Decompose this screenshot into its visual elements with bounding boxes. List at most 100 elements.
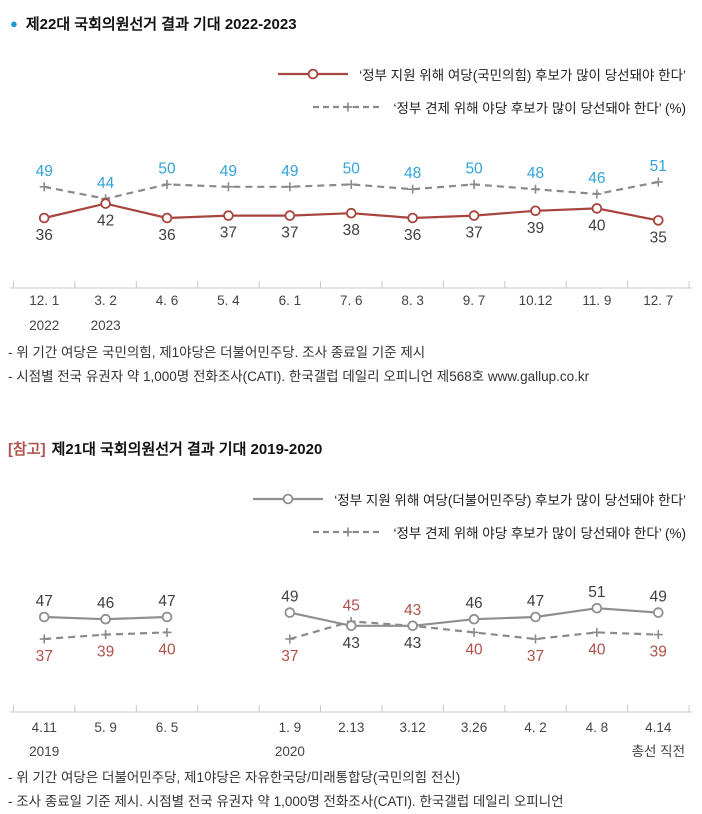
value-label: 39 — [650, 644, 667, 661]
value-label: 48 — [404, 165, 421, 182]
reference-tag: [참고] — [8, 441, 46, 458]
value-label: 49 — [36, 163, 53, 180]
value-label: 35 — [650, 229, 667, 246]
value-label: 38 — [343, 222, 360, 239]
value-label: 40 — [588, 217, 606, 234]
data-point-circle-marker — [282, 493, 294, 505]
value-label: 50 — [343, 160, 361, 177]
value-label: 42 — [97, 213, 114, 230]
legend-label: ‘정부 견제 위해 야당 후보가 많이 당선돼야 한다’ (%) — [393, 101, 686, 116]
section2-title-main: 제21대 국회의원선거 결과 기대 2019-2020 — [51, 441, 323, 458]
x-axis-label: 4. 8 — [586, 720, 609, 735]
legend-label: ‘정부 지원 위해 여당(국민의힘) 후보가 많이 당선돼야 한다’ — [359, 68, 686, 83]
value-label: 40 — [588, 641, 606, 658]
x-axis-label: 5. 9 — [94, 720, 117, 735]
x-axis-label: 4. 6 — [156, 293, 179, 308]
x-axis-label: 12. 7 — [643, 293, 673, 308]
legend-item-ruling-party: ‘정부 지원 위해 여당(국민의힘) 후보가 많이 당선돼야 한다’ — [276, 64, 686, 84]
section1-title-text: 제22대 국회의원선거 결과 기대 2022-2023 — [25, 16, 297, 33]
x-axis-label: 1. 9 — [279, 720, 302, 735]
value-label: 46 — [588, 170, 605, 187]
data-point-circle-marker — [591, 203, 603, 214]
line-chart-2019-2020: 4.11 5. 9 6. 5 1. 9 2.13 3.12 3.26 4. 2 4. 8 4.14… — [10, 584, 692, 759]
solid-line-circle-marker-icon — [278, 68, 349, 80]
x-axis-label: 7. 6 — [340, 293, 363, 308]
data-point-circle-marker — [38, 611, 50, 623]
x-axis-sublabel: 2019 — [29, 744, 59, 759]
data-point-circle-marker — [530, 205, 541, 217]
section2-footnotes: - 위 기간 여당은 더불어민주당, 제1야당은 자유한국당/미래통합당(국민의… — [8, 766, 564, 814]
value-label: 36 — [158, 227, 175, 244]
x-axis-label: 9. 7 — [463, 293, 486, 308]
value-label: 39 — [97, 644, 114, 661]
title-bullet-icon: ● — [10, 16, 18, 31]
footnote-line: - 시점별 전국 유권자 약 1,000명 전화조사(CATI). 한국갤럽 데… — [8, 369, 590, 384]
footnote-line: - 조사 종료일 기준 제시. 시점별 전국 유권자 약 1,000명 전화조사… — [8, 794, 564, 809]
dashed-line-plus-marker-icon — [312, 527, 383, 537]
value-label: 43 — [343, 635, 360, 652]
x-axis-label: 11. 9 — [582, 293, 611, 308]
value-label: 47 — [527, 593, 544, 610]
data-point-circle-marker — [468, 210, 480, 221]
value-label: 51 — [650, 158, 667, 175]
value-label: 48 — [527, 165, 544, 182]
x-axis-label: 2.13 — [338, 720, 364, 735]
x-axis-sublabel: 2020 — [275, 744, 305, 759]
value-label: 49 — [650, 589, 667, 606]
legend-item-ruling-party: ‘정부 지원 위해 여당(더불어민주당) 후보가 많이 당선돼야 한다’ — [251, 489, 686, 509]
data-point-circle-marker — [307, 68, 319, 80]
section2-title: [참고] 제21대 국회의원선거 결과 기대 2019-2020 — [8, 438, 322, 459]
value-label: 37 — [527, 648, 544, 665]
value-label: 40 — [158, 641, 176, 658]
value-label: 40 — [465, 641, 483, 658]
value-label: 51 — [588, 584, 605, 601]
value-label: 49 — [281, 163, 298, 180]
solid-line-circle-marker-icon — [253, 493, 324, 505]
dashed-line-plus-marker-icon — [312, 102, 383, 112]
value-label: 37 — [36, 648, 53, 665]
data-point-circle-marker — [407, 620, 418, 632]
value-label: 46 — [97, 595, 114, 612]
value-label: 46 — [465, 595, 482, 612]
chart-22nd-election: 12. 1 3. 2 4. 6 5. 4 6. 1 7. 6 8. 3 9. 7 10.12 11… — [0, 140, 702, 345]
section1-legend: ‘정부 지원 위해 여당(국민의힘) 후보가 많이 당선돼야 한다’ ‘정부 견… — [276, 64, 686, 117]
data-point-circle-marker — [345, 620, 357, 632]
legend-item-opposition-party: ‘정부 견제 위해 야당 후보가 많이 당선돼야 한다’ (%) — [311, 97, 686, 117]
section1-footnotes: - 위 기간 여당은 국민의힘, 제1야당은 더불어민주당. 조사 종료일 기준… — [8, 341, 589, 389]
data-point-circle-marker — [100, 198, 111, 209]
x-axis-label: 4.14 — [645, 720, 672, 735]
data-point-circle-marker — [100, 613, 111, 625]
data-point-circle-marker — [161, 611, 173, 623]
section1-title: ● 제22대 국회의원선거 결과 기대 2022-2023 — [10, 13, 297, 34]
data-point-circle-marker — [161, 212, 173, 224]
legend-label: ‘정부 지원 위해 여당(더불어민주당) 후보가 많이 당선돼야 한다’ — [334, 493, 686, 508]
data-point-circle-marker — [652, 607, 664, 618]
data-point-circle-marker — [38, 212, 50, 224]
value-label: 37 — [465, 225, 482, 242]
value-label: 37 — [281, 225, 298, 242]
x-axis-label: 6. 5 — [156, 720, 179, 735]
x-axis-label: 4. 2 — [524, 720, 547, 735]
value-label: 50 — [158, 160, 176, 177]
data-point-circle-marker — [652, 215, 664, 226]
data-point-circle-marker — [345, 207, 357, 219]
data-point-circle-marker — [407, 212, 418, 224]
data-point-circle-marker — [530, 611, 541, 623]
value-label: 37 — [281, 648, 298, 665]
value-label: 49 — [220, 163, 237, 180]
value-label: 37 — [220, 225, 237, 242]
footnote-line: - 위 기간 여당은 더불어민주당, 제1야당은 자유한국당/미래통합당(국민의… — [8, 770, 461, 785]
value-label: 43 — [404, 602, 421, 619]
x-axis-label: 4.11 — [32, 720, 57, 735]
section2-title-text: [참고] 제21대 국회의원선거 결과 기대 2019-2020 — [8, 438, 322, 459]
x-axis-label: 5. 4 — [217, 293, 240, 308]
data-point-circle-marker — [284, 607, 296, 618]
chart-21st-election: 4.11 5. 9 6. 5 1. 9 2.13 3.12 3.26 4. 2 4. 8 4.14… — [0, 560, 702, 769]
value-label: 47 — [36, 593, 53, 610]
value-label: 36 — [404, 227, 421, 244]
value-label: 45 — [343, 597, 360, 614]
x-axis-label: 3.12 — [400, 720, 426, 735]
legend-label: ‘정부 견제 위해 야당 후보가 많이 당선돼야 한다’ (%) — [393, 526, 686, 541]
legend-item-opposition-party: ‘정부 견제 위해 야당 후보가 많이 당선돼야 한다’ (%) — [311, 522, 686, 542]
x-axis-label: 10.12 — [519, 293, 553, 308]
